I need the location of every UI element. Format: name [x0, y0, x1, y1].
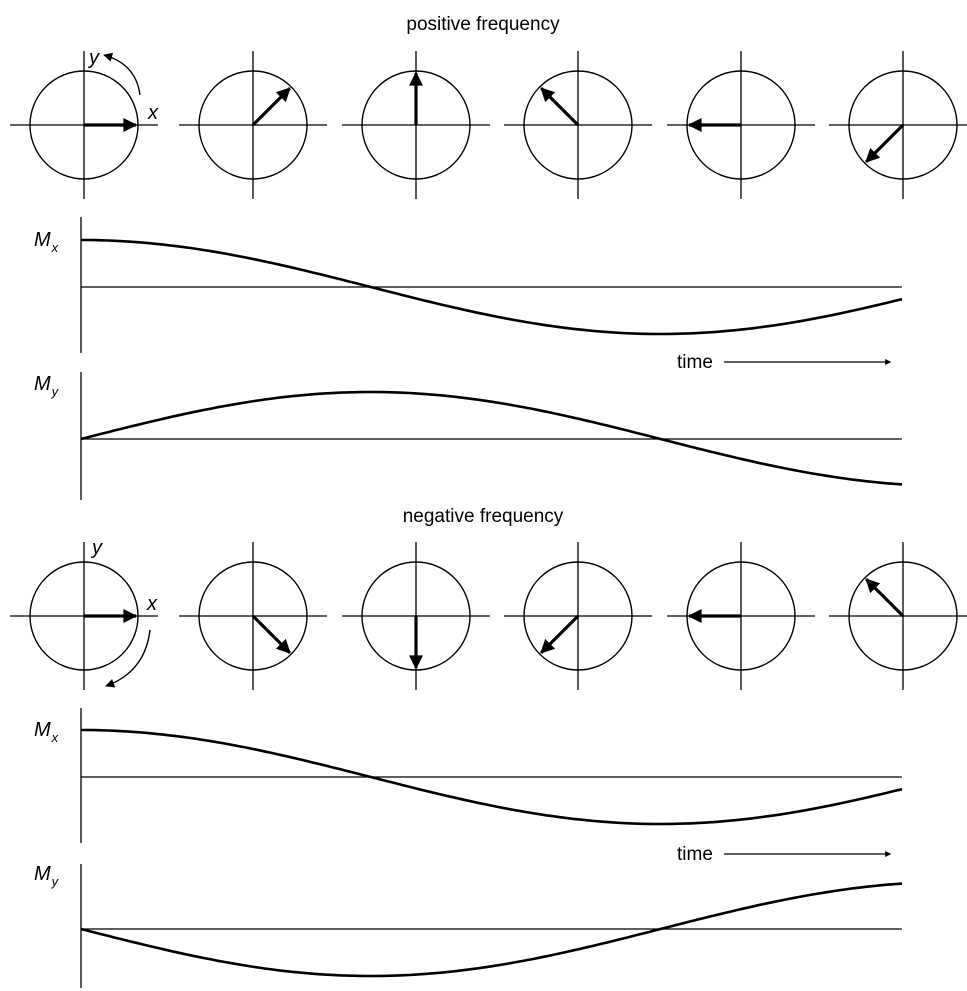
- x-axis-label: x: [146, 593, 158, 615]
- y-axis-label: y: [87, 47, 100, 69]
- y-axis-label: y: [90, 537, 103, 559]
- time-arrow: time: [677, 844, 892, 865]
- magnetization-vector: [540, 87, 580, 127]
- magnetization-vector: [540, 614, 580, 654]
- rotation-circle: [667, 51, 815, 199]
- magnetization-vector: [865, 578, 905, 618]
- circle-outline: [848, 70, 958, 180]
- section-title: negative frequency: [403, 506, 564, 527]
- rotation-circle: [10, 51, 158, 199]
- section-negative-frequency: negative frequency y x Mx time My: [10, 506, 967, 988]
- rotation-circle: [667, 542, 815, 690]
- my-curve: [80, 390, 903, 486]
- time-label: time: [677, 844, 713, 865]
- circle-outline: [523, 70, 633, 180]
- x-axis-label: x: [147, 102, 159, 124]
- my-curve: [80, 882, 903, 978]
- rotation-circle: [179, 542, 327, 690]
- rotation-circle: [829, 542, 967, 690]
- circle-outline: [686, 70, 796, 180]
- my-label: My: [34, 373, 60, 399]
- time-label: time: [677, 352, 713, 373]
- circle-outline: [686, 561, 796, 671]
- rotation-direction-arrow: [105, 629, 151, 688]
- rotation-circle: [504, 542, 652, 690]
- magnetization-vector: [251, 87, 291, 127]
- circle-outline: [198, 70, 308, 180]
- rotation-circles: [10, 51, 967, 199]
- circle-outline: [29, 70, 139, 180]
- circle-outline: [29, 561, 139, 671]
- rotation-circle: [342, 542, 490, 690]
- circle-outline: [198, 561, 308, 671]
- mx-plot: Mx: [34, 708, 903, 843]
- my-plot: My: [34, 372, 903, 500]
- circle-outline: [848, 561, 958, 671]
- my-plot: My: [34, 863, 903, 988]
- rotation-circle: [179, 51, 327, 199]
- circle-outline: [361, 561, 471, 671]
- mx-plot: Mx: [34, 217, 903, 353]
- rotation-direction-arrow: [103, 52, 141, 96]
- section-title: positive frequency: [406, 14, 560, 35]
- mx-label: Mx: [34, 229, 59, 255]
- rotation-circle: [10, 542, 158, 690]
- circle-outline: [523, 561, 633, 671]
- circle-outline: [361, 70, 471, 180]
- rotation-circle: [504, 51, 652, 199]
- section-positive-frequency: positive frequency y x Mx time My: [10, 14, 967, 500]
- rotation-circles: [10, 542, 967, 690]
- magnetization-vector: [865, 123, 905, 163]
- mx-label: Mx: [34, 719, 59, 745]
- mx-curve: [81, 238, 903, 336]
- rotation-circle: [829, 51, 967, 199]
- time-arrow: time: [677, 352, 892, 373]
- my-label: My: [34, 863, 60, 889]
- rotation-circle: [342, 51, 490, 199]
- magnetization-vector: [251, 614, 291, 654]
- mx-curve: [81, 728, 903, 826]
